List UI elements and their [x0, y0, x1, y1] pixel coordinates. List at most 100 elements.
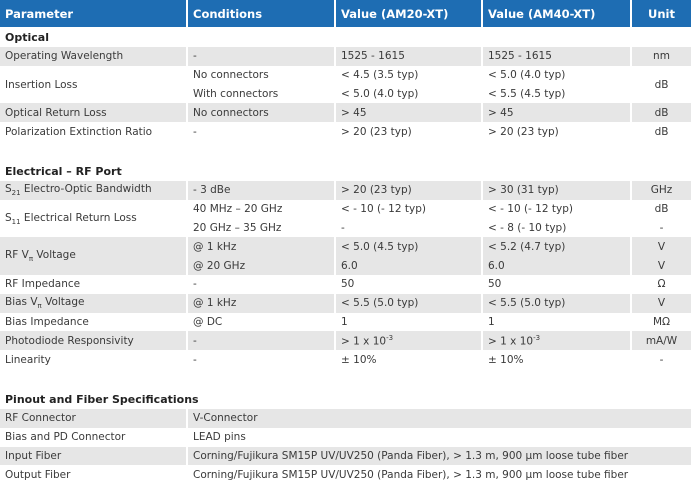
value-cell: 1525 - 1615	[483, 47, 632, 66]
value-cell: No connectors	[188, 65, 336, 85]
header-cell: Value (AM20-XT)	[336, 0, 483, 27]
text-part: -3	[533, 334, 541, 343]
parameter-cell: Optical Return Loss	[0, 103, 188, 123]
parameter-cell: Linearity	[0, 350, 188, 369]
value-cell: V-Connector	[188, 409, 693, 428]
value-cell: LEAD pins	[188, 427, 693, 447]
value-cell: 50	[483, 275, 632, 294]
unit-cell: mA/W	[632, 331, 693, 351]
value-cell: > 45	[336, 103, 483, 123]
text-part: Electrical Return Loss	[20, 211, 137, 224]
unit-cell: nm	[632, 47, 693, 66]
value-cell: 6.0	[336, 256, 483, 275]
value-cell: < 5.0 (4.0 typ)	[483, 65, 632, 85]
unit-cell: dB	[632, 122, 693, 141]
value-cell: < 5.0 (4.5 typ)	[336, 237, 483, 257]
parameter-cell: Output Fiber	[0, 465, 188, 485]
value-cell: ± 10%	[483, 350, 632, 369]
value-cell: 1	[336, 312, 483, 332]
parameter-cell: RF Connector	[0, 409, 188, 428]
value-cell: -	[188, 350, 336, 369]
rich-text: Bias Vπ Voltage	[5, 296, 85, 310]
parameter-cell: Bias Impedance	[0, 312, 188, 332]
value-cell: -	[336, 218, 483, 238]
value-cell: @ DC	[188, 312, 336, 332]
section-title: Electrical – RF Port	[5, 165, 122, 178]
unit-cell: V	[632, 237, 693, 257]
value-cell: < 5.2 (4.7 typ)	[483, 237, 632, 257]
value-cell: < 4.5 (3.5 typ)	[336, 65, 483, 85]
text-part: Voltage	[33, 249, 76, 262]
text-part: -3	[386, 334, 394, 343]
value-cell: 1525 - 1615	[336, 47, 483, 66]
value-cell: 20 GHz – 35 GHz	[188, 218, 336, 238]
section-title: Optical	[5, 31, 49, 44]
parameter-cell: S21 Electro-Optic Bandwidth	[0, 181, 188, 200]
unit-cell: V	[632, 293, 693, 313]
parameter-cell: Operating Wavelength	[0, 47, 188, 66]
value-cell: Corning/Fujikura SM15P UV/UV250 (Panda F…	[188, 446, 693, 466]
value-cell: -	[188, 47, 336, 66]
unit-cell: dB	[632, 65, 693, 104]
value-cell: With connectors	[188, 84, 336, 104]
unit-cell: V	[632, 256, 693, 275]
value-cell: < - 10 (- 12 typ)	[336, 199, 483, 219]
value-cell: 6.0	[483, 256, 632, 275]
parameter-cell: Bias and PD Connector	[0, 427, 188, 447]
text-part: > 1 x 10	[488, 335, 534, 348]
parameter-cell: Insertion Loss	[0, 65, 188, 104]
unit-cell: Ω	[632, 275, 693, 294]
value-cell: < - 8 (- 10 typ)	[483, 218, 632, 238]
parameter-cell: RF Vπ Voltage	[0, 237, 188, 275]
value-cell: < 5.5 (4.5 typ)	[483, 84, 632, 104]
text-part: 11	[11, 217, 21, 226]
value-cell: 50	[336, 275, 483, 294]
text-part: > 1 x 10	[341, 335, 387, 348]
text-part: π	[28, 255, 34, 264]
header-cell: Unit	[632, 0, 693, 27]
value-cell: > 45	[483, 103, 632, 123]
value-cell: -	[188, 331, 336, 351]
rich-text: > 1 x 10-3	[488, 334, 540, 348]
value-cell: 40 MHz – 20 GHz	[188, 199, 336, 219]
header-cell: Parameter	[0, 0, 188, 27]
value-cell: < - 10 (- 12 typ)	[483, 199, 632, 219]
unit-cell: dB	[632, 103, 693, 123]
unit-cell: -	[632, 350, 693, 369]
parameter-cell: Bias Vπ Voltage	[0, 293, 188, 313]
value-cell: > 1 x 10-3	[483, 331, 632, 351]
value-cell: - 3 dBe	[188, 181, 336, 200]
text-part: Voltage	[41, 296, 85, 309]
parameter-cell: Polarization Extinction Ratio	[0, 122, 188, 141]
text-part: Electro-Optic Bandwidth	[20, 183, 152, 196]
value-cell: < 5.5 (5.0 typ)	[483, 293, 632, 313]
rich-text: S21 Electro-Optic Bandwidth	[5, 183, 152, 197]
value-cell: < 5.0 (4.0 typ)	[336, 84, 483, 104]
text-part: Bias V	[5, 296, 38, 309]
value-cell: Corning/Fujikura SM15P UV/UV250 (Panda F…	[188, 465, 693, 485]
text-part: π	[37, 302, 42, 311]
value-cell: > 20 (23 typ)	[336, 181, 483, 200]
value-cell: @ 1 kHz	[188, 237, 336, 257]
text-part: RF V	[5, 249, 29, 262]
parameter-cell: S11 Electrical Return Loss	[0, 199, 188, 238]
value-cell: @ 20 GHz	[188, 256, 336, 275]
unit-cell: GHz	[632, 181, 693, 200]
value-cell: ± 10%	[336, 350, 483, 369]
rich-text: > 1 x 10-3	[341, 334, 393, 348]
parameter-cell: RF Impedance	[0, 275, 188, 294]
value-cell: > 1 x 10-3	[336, 331, 483, 351]
unit-cell: MΩ	[632, 312, 693, 332]
value-cell: > 20 (23 typ)	[483, 122, 632, 141]
value-cell: 1	[483, 312, 632, 332]
text-part: S	[5, 183, 12, 196]
value-cell: -	[188, 122, 336, 141]
value-cell: No connectors	[188, 103, 336, 123]
value-cell: > 20 (23 typ)	[336, 122, 483, 141]
text-part: S	[5, 211, 12, 224]
unit-cell: -	[632, 218, 693, 238]
value-cell: -	[188, 275, 336, 294]
value-cell: @ 1 kHz	[188, 293, 336, 313]
parameter-cell: Input Fiber	[0, 446, 188, 466]
